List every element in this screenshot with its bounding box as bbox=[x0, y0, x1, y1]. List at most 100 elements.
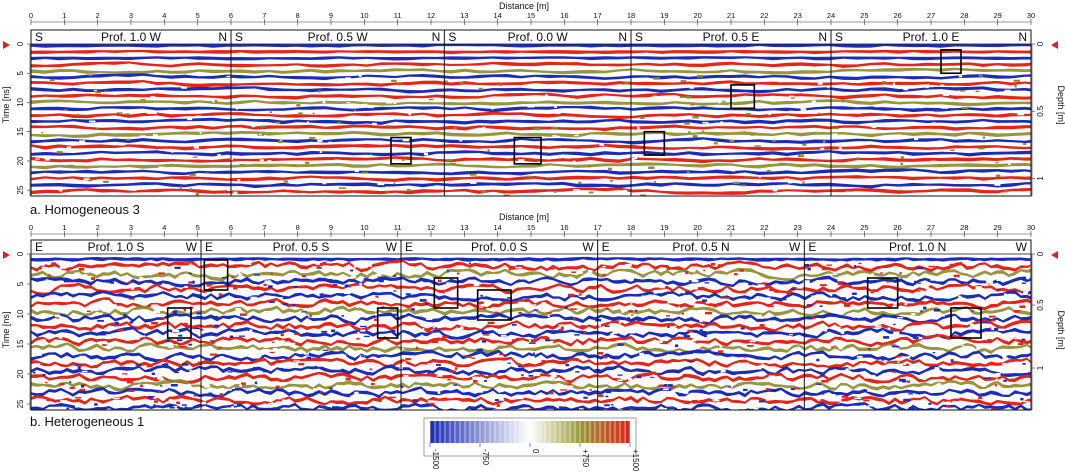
speckle bbox=[346, 101, 351, 104]
reflection-band bbox=[31, 111, 1031, 120]
speckle bbox=[385, 190, 389, 193]
speckle bbox=[640, 194, 647, 196]
speckle bbox=[574, 304, 579, 307]
speckle bbox=[664, 384, 668, 387]
speckle bbox=[679, 96, 686, 98]
speckle bbox=[693, 353, 696, 355]
speckle bbox=[772, 139, 776, 142]
speckle bbox=[67, 164, 74, 167]
speckle bbox=[442, 335, 448, 339]
speckle bbox=[264, 341, 270, 344]
x-tick-label: 27 bbox=[927, 11, 935, 20]
speckle bbox=[952, 396, 960, 399]
speckle bbox=[431, 340, 439, 344]
speckle bbox=[822, 267, 828, 271]
speckle bbox=[961, 106, 968, 109]
speckle bbox=[192, 280, 195, 284]
speckle bbox=[598, 324, 601, 327]
speckle bbox=[961, 345, 965, 347]
speckle bbox=[161, 317, 166, 319]
speckle bbox=[358, 74, 362, 77]
speckle bbox=[705, 311, 712, 315]
speckle bbox=[517, 365, 522, 368]
speckle bbox=[910, 319, 915, 321]
speckle bbox=[476, 390, 483, 393]
speckle bbox=[765, 297, 771, 300]
speckle bbox=[301, 311, 307, 313]
speckle bbox=[353, 266, 356, 269]
speckle bbox=[785, 329, 791, 333]
speckle bbox=[479, 306, 484, 308]
speckle bbox=[504, 317, 508, 321]
x-tick-label: 6 bbox=[229, 223, 233, 232]
speckle bbox=[553, 190, 558, 193]
speckle bbox=[143, 327, 147, 330]
speckle bbox=[893, 173, 896, 175]
speckle bbox=[774, 283, 779, 286]
speckle bbox=[417, 344, 423, 348]
speckle bbox=[991, 319, 995, 322]
reflection-band bbox=[31, 297, 1031, 310]
reflection-band bbox=[31, 99, 1031, 107]
speckle bbox=[86, 310, 91, 313]
speckle bbox=[826, 264, 833, 266]
speckle bbox=[614, 351, 622, 355]
speckle bbox=[126, 381, 134, 384]
speckle bbox=[477, 301, 484, 304]
speckle bbox=[930, 160, 937, 163]
x-tick-label: 15 bbox=[527, 223, 535, 232]
speckle bbox=[911, 313, 916, 316]
speckle bbox=[563, 405, 570, 407]
speckle bbox=[331, 406, 339, 409]
speckle bbox=[369, 368, 373, 371]
speckle bbox=[363, 278, 369, 281]
speckle bbox=[662, 328, 669, 331]
speckle bbox=[442, 368, 449, 371]
speckle bbox=[1005, 352, 1008, 355]
profile-start-label: E bbox=[205, 240, 213, 254]
speckle bbox=[517, 396, 524, 400]
speckle bbox=[653, 77, 661, 80]
speckle bbox=[253, 307, 257, 310]
speckle bbox=[66, 407, 70, 410]
speckle bbox=[292, 149, 299, 152]
x-tick-label: 5 bbox=[196, 223, 200, 232]
x-tick-label: 1 bbox=[62, 11, 66, 20]
speckle bbox=[528, 174, 534, 176]
speckle bbox=[362, 280, 366, 283]
speckle bbox=[298, 112, 303, 115]
speckle bbox=[820, 147, 825, 150]
speckle bbox=[385, 186, 392, 189]
speckle bbox=[214, 359, 218, 362]
speckle bbox=[533, 309, 539, 311]
speckle bbox=[254, 352, 260, 355]
speckle bbox=[380, 390, 383, 393]
speckle bbox=[97, 341, 100, 344]
speckle bbox=[938, 169, 941, 172]
speckle bbox=[667, 326, 670, 329]
speckle bbox=[755, 367, 762, 370]
speckle bbox=[584, 314, 588, 317]
speckle bbox=[692, 135, 698, 138]
speckle bbox=[588, 281, 591, 283]
speckle bbox=[82, 174, 88, 177]
speckle bbox=[1014, 337, 1022, 340]
x-tick-label: 19 bbox=[660, 223, 668, 232]
speckle bbox=[287, 305, 290, 308]
speckle bbox=[1008, 163, 1011, 165]
speckle bbox=[336, 367, 341, 370]
speckle bbox=[377, 183, 385, 186]
panel-a-depth-label: Depth [m] bbox=[1056, 85, 1065, 124]
speckle bbox=[393, 268, 397, 271]
speckle bbox=[259, 133, 262, 136]
speckle bbox=[869, 374, 876, 377]
speckle bbox=[476, 348, 483, 352]
speckle bbox=[558, 324, 565, 326]
panel-a-time-label: Time [ns] bbox=[1, 87, 11, 124]
speckle bbox=[998, 328, 1005, 331]
speckle bbox=[184, 322, 188, 325]
speckle bbox=[393, 275, 397, 277]
speckle bbox=[767, 322, 772, 325]
speckle bbox=[689, 403, 694, 406]
speckle bbox=[339, 379, 345, 383]
